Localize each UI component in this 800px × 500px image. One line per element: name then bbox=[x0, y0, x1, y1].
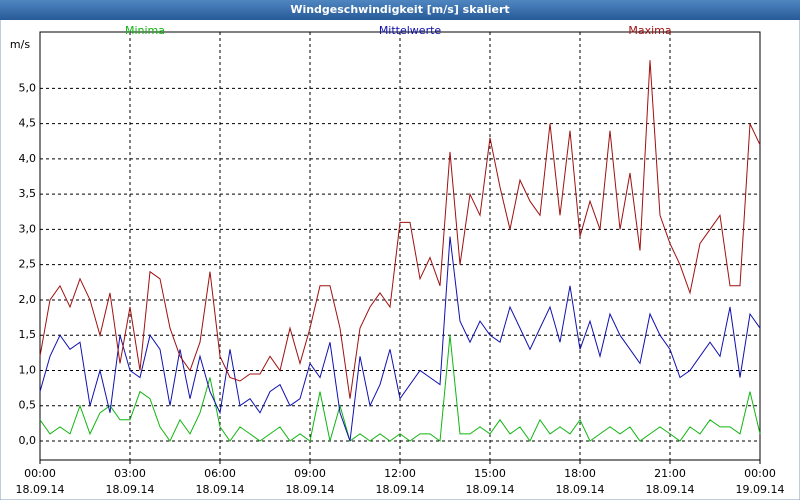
legend-entry: Mittelwerte bbox=[379, 24, 442, 37]
chart-title: Windgeschwindigkeit [m/s] skaliert bbox=[290, 3, 509, 16]
y-tick-label: 1,0 bbox=[19, 363, 37, 376]
series-line bbox=[39, 236, 761, 442]
series-line bbox=[39, 335, 761, 442]
x-tick-label: 06:00 bbox=[204, 467, 236, 480]
x-tick-date: 18.09.14 bbox=[16, 483, 65, 496]
y-tick-label: 0,0 bbox=[19, 434, 37, 447]
y-tick-label: 3,0 bbox=[19, 222, 37, 235]
x-tick-date: 18.09.14 bbox=[196, 483, 245, 496]
x-tick-date: 18.09.14 bbox=[466, 483, 515, 496]
x-tick-label: 15:00 bbox=[474, 467, 506, 480]
y-tick-label: 3,5 bbox=[19, 187, 37, 200]
y-axis-label: m/s bbox=[10, 38, 30, 51]
y-tick-label: 4,5 bbox=[19, 117, 37, 130]
y-tick-label: 4,0 bbox=[19, 152, 37, 165]
x-tick-label: 00:00 bbox=[24, 467, 56, 480]
x-tick-label: 18:00 bbox=[564, 467, 596, 480]
x-tick-label: 12:00 bbox=[384, 467, 416, 480]
x-tick-date: 19.09.14 bbox=[736, 483, 785, 496]
y-tick-label: 0,5 bbox=[19, 399, 37, 412]
x-tick-label: 09:00 bbox=[294, 467, 326, 480]
x-tick-date: 18.09.14 bbox=[106, 483, 155, 496]
y-tick-label: 5,0 bbox=[19, 81, 37, 94]
x-tick-label: 21:00 bbox=[654, 467, 686, 480]
x-tick-label: 00:00 bbox=[744, 467, 776, 480]
series-line bbox=[39, 60, 761, 399]
title-bar bbox=[0, 0, 800, 20]
x-tick-date: 18.09.14 bbox=[556, 483, 605, 496]
y-tick-label: 2,5 bbox=[19, 258, 37, 271]
y-tick-label: 1,5 bbox=[19, 328, 37, 341]
x-tick-date: 18.09.14 bbox=[646, 483, 695, 496]
y-tick-label: 2,0 bbox=[19, 293, 37, 306]
x-tick-label: 03:00 bbox=[114, 467, 146, 480]
x-tick-date: 18.09.14 bbox=[286, 483, 335, 496]
legend-entry: Maxima bbox=[628, 24, 671, 37]
legend-entry: Minima bbox=[125, 24, 165, 37]
x-tick-date: 18.09.14 bbox=[376, 483, 425, 496]
